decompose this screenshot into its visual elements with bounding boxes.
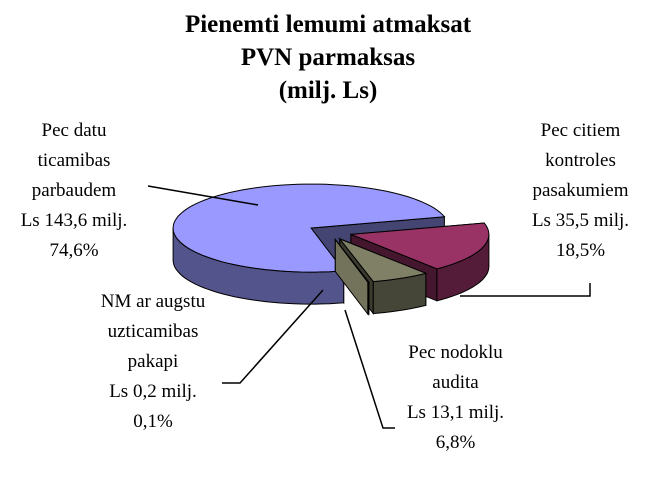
leader-line	[222, 289, 324, 384]
value-label: Ls 35,5 milj. 18,5%	[531, 210, 630, 261]
slice	[338, 237, 428, 283]
category-label: Pec nodoklu audita	[408, 342, 503, 393]
leader-line	[344, 309, 395, 429]
slice-label: Pec datu ticamibas parbaudem Ls 143,6 mi…	[4, 116, 144, 266]
title-line: (milj. Ls)	[278, 77, 378, 104]
slice-label: Pec citiem kontroles pasakumiem Ls 35,5 …	[508, 116, 653, 266]
value-label: Ls 0,2 milj. 0,1%	[109, 381, 197, 432]
slice-side	[367, 281, 370, 315]
value-label: Ls 13,1 milj. 6,8%	[406, 402, 505, 453]
leader-line	[147, 185, 259, 206]
title-line: PVN parmaksas	[240, 44, 416, 71]
slice	[334, 239, 370, 283]
slice-label: Pec nodoklu audita Ls 13,1 milj. 6,8%	[393, 338, 518, 458]
value-label: Ls 143,6 milj. 74,6%	[20, 210, 128, 261]
title-line: Pienemti lemumi atmaksat	[184, 11, 472, 38]
category-label: Pec citiem kontroles pasakumiem	[532, 120, 629, 201]
slice	[172, 183, 446, 273]
slice	[350, 222, 490, 270]
chart-title: Pienemti lemumi atmaksat PVN parmaksas (…	[128, 8, 528, 107]
category-label: Pec datu ticamibas parbaudem	[31, 120, 117, 201]
leader-line	[460, 283, 591, 297]
slice-label: NM ar augstu uzticamibas pakapi Ls 0,2 m…	[88, 287, 218, 437]
category-label: NM ar augstu uzticamibas pakapi	[100, 291, 206, 372]
